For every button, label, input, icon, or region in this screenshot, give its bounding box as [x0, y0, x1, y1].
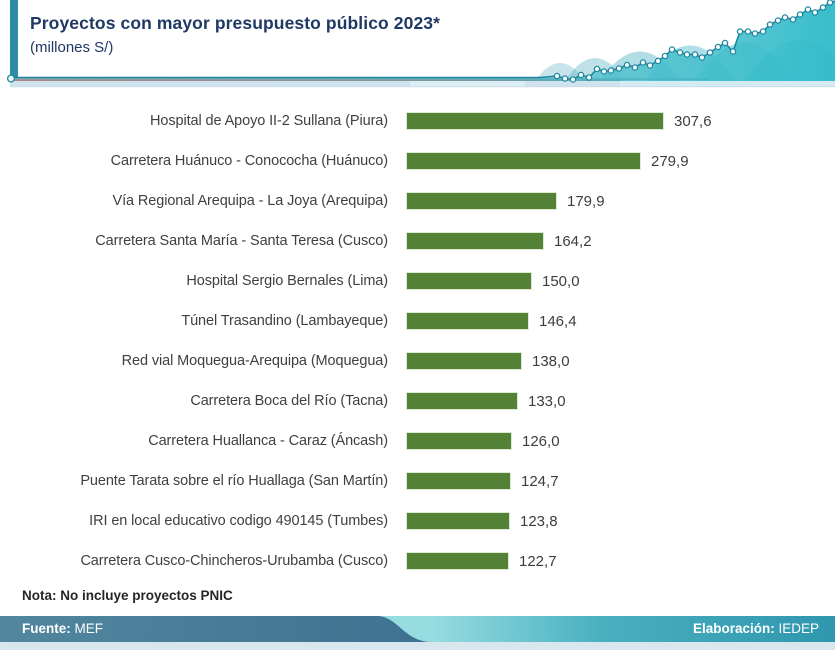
- bar: [406, 512, 510, 530]
- bar-value: 124,7: [521, 472, 559, 490]
- header: Proyectos con mayor presupuesto público …: [0, 0, 835, 88]
- bar-label: Carretera Huánuco - Conococha (Huánuco): [110, 153, 388, 169]
- bar: [406, 272, 532, 290]
- bar-label: Carretera Cusco-Chincheros-Urubamba (Cus…: [80, 553, 388, 569]
- bar-label: IRI en local educativo codigo 490145 (Tu…: [89, 513, 388, 529]
- header-band: [10, 81, 835, 88]
- footer-elaboration: Elaboración: IEDEP: [693, 621, 819, 636]
- bar-track: 138,0: [406, 352, 835, 370]
- bar-chart: Hospital de Apoyo II-2 Sullana (Piura) 3…: [0, 101, 835, 603]
- bar-label: Puente Tarata sobre el río Huallaga (San…: [80, 473, 388, 489]
- bar-track: 150,0: [406, 272, 835, 290]
- bar: [406, 392, 518, 410]
- bar-value: 146,4: [539, 312, 577, 330]
- bar-label: Túnel Trasandino (Lambayeque): [181, 313, 388, 329]
- bar-value: 123,8: [520, 512, 558, 530]
- bar-track: 122,7: [406, 552, 835, 570]
- page-subtitle: (millones S/): [30, 39, 114, 56]
- bar-value: 164,2: [554, 232, 592, 250]
- bar-track: 126,0: [406, 432, 835, 450]
- bar-track: 123,8: [406, 512, 835, 530]
- bar-track: 124,7: [406, 472, 835, 490]
- bar-label: Hospital Sergio Bernales (Lima): [186, 273, 388, 289]
- bar: [406, 232, 544, 250]
- bar-row: Túnel Trasandino (Lambayeque) 146,4: [0, 301, 835, 341]
- sparkline: [11, 0, 835, 83]
- bar-label: Vía Regional Arequipa - La Joya (Arequip…: [112, 193, 389, 209]
- bar-value: 307,6: [674, 112, 712, 130]
- bar-track: 179,9: [406, 192, 835, 210]
- bar-row: Puente Tarata sobre el río Huallaga (San…: [0, 461, 835, 501]
- bar-value: 133,0: [528, 392, 566, 410]
- bar: [406, 552, 509, 570]
- bar-row: IRI en local educativo codigo 490145 (Tu…: [0, 501, 835, 541]
- bar: [406, 472, 511, 490]
- bar-label: Red vial Moquegua-Arequipa (Moquegua): [121, 353, 388, 369]
- bar-track: 279,9: [406, 152, 835, 170]
- bar-value: 279,9: [651, 152, 689, 170]
- footer: Fuente: MEF Elaboración: IEDEP: [0, 616, 835, 642]
- bar-row: Carretera Boca del Río (Tacna) 133,0: [0, 381, 835, 421]
- bar: [406, 432, 512, 450]
- bar-row: Red vial Moquegua-Arequipa (Moquegua) 13…: [0, 341, 835, 381]
- bar-value: 179,9: [567, 192, 605, 210]
- bar-track: 307,6: [406, 112, 835, 130]
- accent-bar: [10, 0, 18, 78]
- source-value: MEF: [74, 621, 104, 636]
- bar-value: 138,0: [532, 352, 570, 370]
- bottom-strip: [0, 642, 835, 650]
- bar-row: Carretera Huánuco - Conococha (Huánuco) …: [0, 141, 835, 181]
- elaboration-label: Elaboración:: [692, 621, 775, 636]
- bar-row: Hospital Sergio Bernales (Lima) 150,0: [0, 261, 835, 301]
- bar: [406, 152, 641, 170]
- bar-label: Carretera Santa María - Santa Teresa (Cu…: [95, 233, 388, 249]
- footer-source: Fuente: MEF: [22, 621, 103, 636]
- bar-track: 146,4: [406, 312, 835, 330]
- origin-dot-icon: [6, 74, 16, 83]
- bar: [406, 112, 664, 130]
- page-title: Proyectos con mayor presupuesto público …: [30, 13, 441, 33]
- header-sparkline-decoration: [6, 0, 835, 88]
- bar-rows: Hospital de Apoyo II-2 Sullana (Piura) 3…: [0, 101, 835, 581]
- bar-row: Carretera Huallanca - Caraz (Áncash) 126…: [0, 421, 835, 461]
- bar-row: Carretera Cusco-Chincheros-Urubamba (Cus…: [0, 541, 835, 581]
- bar-row: Carretera Santa María - Santa Teresa (Cu…: [0, 221, 835, 261]
- bar-label: Hospital de Apoyo II-2 Sullana (Piura): [150, 113, 388, 129]
- bar-track: 133,0: [406, 392, 835, 410]
- chart-note: Nota: No incluye proyectos PNIC: [22, 588, 233, 603]
- bar-row: Hospital de Apoyo II-2 Sullana (Piura) 3…: [0, 101, 835, 141]
- bar: [406, 352, 522, 370]
- bar-value: 150,0: [542, 272, 580, 290]
- bar-value: 122,7: [519, 552, 557, 570]
- elaboration-value: IEDEP: [778, 621, 819, 636]
- source-label: Fuente:: [22, 621, 71, 636]
- bar-track: 164,2: [406, 232, 835, 250]
- footer-swoosh: [0, 616, 835, 642]
- bar-label: Carretera Boca del Río (Tacna): [190, 393, 388, 409]
- bar: [406, 192, 557, 210]
- bar: [406, 312, 529, 330]
- bar-label: Carretera Huallanca - Caraz (Áncash): [148, 433, 388, 449]
- bar-value: 126,0: [522, 432, 560, 450]
- bar-row: Vía Regional Arequipa - La Joya (Arequip…: [0, 181, 835, 221]
